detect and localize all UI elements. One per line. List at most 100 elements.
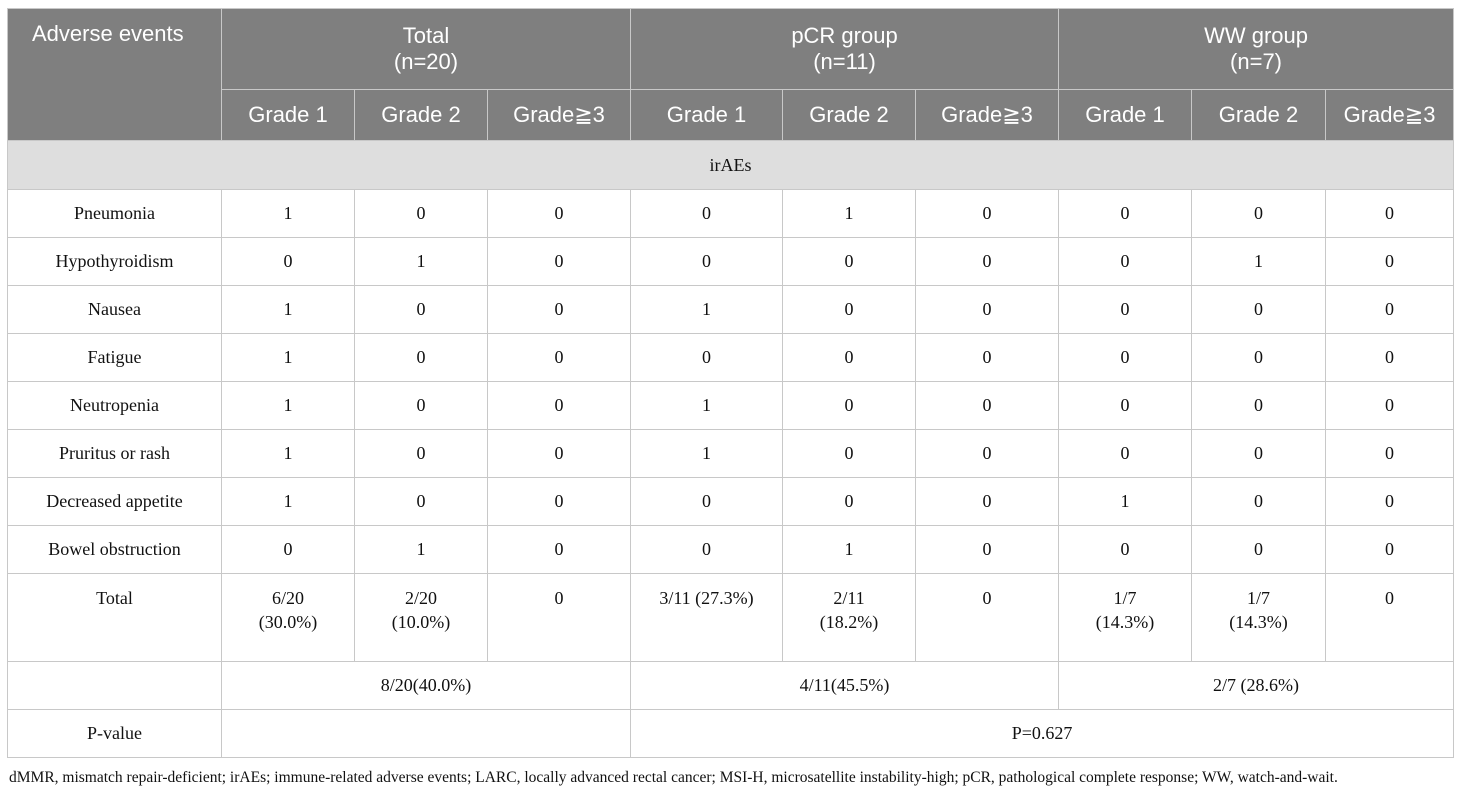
table-cell: 1 bbox=[221, 285, 355, 334]
table-cell: 0 bbox=[486, 333, 632, 382]
corner-header: Adverse events bbox=[7, 8, 222, 141]
table-cell: 1 bbox=[630, 429, 784, 478]
table-cell: 0 bbox=[1191, 429, 1327, 478]
table-cell: 0 bbox=[1191, 525, 1327, 574]
table-cell: 0 bbox=[915, 237, 1060, 286]
total-cell: 0 bbox=[486, 573, 632, 662]
table-row: Neutropenia 1 0 0 1 0 0 0 0 0 bbox=[7, 381, 1455, 430]
grade-header: Grade 2 bbox=[354, 89, 488, 141]
table-cell: 0 bbox=[915, 429, 1060, 478]
adverse-events-table: Adverse events Total (n=20) pCR group (n=1… bbox=[6, 8, 1455, 758]
pvalue-cell: P=0.627 bbox=[630, 709, 1455, 758]
table-cell: 1 bbox=[1191, 237, 1327, 286]
table-cell: 0 bbox=[915, 477, 1060, 526]
row-label: Bowel obstruction bbox=[7, 525, 222, 574]
row-label: Neutropenia bbox=[7, 381, 222, 430]
table-cell: 0 bbox=[486, 525, 632, 574]
table-cell: 1 bbox=[1058, 477, 1193, 526]
combined-total-cell: 2/7 (28.6%) bbox=[1058, 661, 1455, 710]
table-cell: 0 bbox=[782, 237, 917, 286]
table-cell: 0 bbox=[630, 333, 784, 382]
total-cell: 0 bbox=[1325, 573, 1455, 662]
table-cell: 0 bbox=[1058, 333, 1193, 382]
table-row: Decreased appetite 1 0 0 0 0 0 1 0 0 bbox=[7, 477, 1455, 526]
table-cell: 0 bbox=[1058, 429, 1193, 478]
table-row: Nausea 1 0 0 1 0 0 0 0 0 bbox=[7, 285, 1455, 334]
total-cell: 1/7 (14.3%) bbox=[1058, 573, 1193, 662]
row-label: Pruritus or rash bbox=[7, 429, 222, 478]
table-cell: 0 bbox=[221, 525, 355, 574]
table-cell: 0 bbox=[1325, 333, 1455, 382]
table-cell: 0 bbox=[782, 429, 917, 478]
table-cell: 0 bbox=[1191, 381, 1327, 430]
table-cell: 1 bbox=[782, 525, 917, 574]
table-row: Pruritus or rash 1 0 0 1 0 0 0 0 0 bbox=[7, 429, 1455, 478]
table-cell: 0 bbox=[1325, 285, 1455, 334]
table-cell: 1 bbox=[221, 477, 355, 526]
table-cell: 1 bbox=[354, 525, 488, 574]
grade-header: Grade 1 bbox=[630, 89, 784, 141]
table-cell: 0 bbox=[915, 189, 1060, 238]
table-cell: 0 bbox=[354, 381, 488, 430]
table-cell: 0 bbox=[354, 333, 488, 382]
table-cell: 0 bbox=[915, 333, 1060, 382]
pvalue-label: P-value bbox=[7, 709, 222, 758]
table-cell: 0 bbox=[1325, 381, 1455, 430]
table-cell: 0 bbox=[354, 189, 488, 238]
total-cell: 1/7 (14.3%) bbox=[1191, 573, 1327, 662]
total-cell: 6/20 (30.0%) bbox=[221, 573, 355, 662]
table-cell: 1 bbox=[221, 381, 355, 430]
table-cell: 0 bbox=[1325, 477, 1455, 526]
table-cell: 0 bbox=[915, 285, 1060, 334]
table-cell: 0 bbox=[1191, 333, 1327, 382]
table-row: Hypothyroidism 0 1 0 0 0 0 0 1 0 bbox=[7, 237, 1455, 286]
table-cell: 0 bbox=[1325, 189, 1455, 238]
table-cell: 1 bbox=[221, 429, 355, 478]
table-cell: 0 bbox=[1191, 477, 1327, 526]
grade-header: Grade≧3 bbox=[915, 89, 1060, 141]
table-cell: 0 bbox=[486, 381, 632, 430]
table-cell: 1 bbox=[630, 285, 784, 334]
group-header-pcr: pCR group (n=11) bbox=[630, 8, 1060, 90]
combined-total-cell: 4/11(45.5%) bbox=[630, 661, 1060, 710]
empty-cell bbox=[7, 661, 222, 710]
table-cell: 0 bbox=[354, 285, 488, 334]
table-cell: 0 bbox=[1325, 429, 1455, 478]
grade-header: Grade≧3 bbox=[1325, 89, 1455, 141]
table-cell: 0 bbox=[782, 477, 917, 526]
table-cell: 0 bbox=[354, 429, 488, 478]
table-cell: 0 bbox=[1058, 189, 1193, 238]
grade-header: Grade 1 bbox=[1058, 89, 1193, 141]
table-cell: 0 bbox=[1058, 525, 1193, 574]
table-cell: 0 bbox=[915, 525, 1060, 574]
table-cell: 0 bbox=[782, 285, 917, 334]
row-label: Decreased appetite bbox=[7, 477, 222, 526]
table-cell: 0 bbox=[1325, 237, 1455, 286]
row-label: Fatigue bbox=[7, 333, 222, 382]
table-cell: 1 bbox=[354, 237, 488, 286]
table-cell: 0 bbox=[782, 333, 917, 382]
table-cell: 0 bbox=[486, 237, 632, 286]
table-cell: 0 bbox=[1325, 525, 1455, 574]
total-cell: 2/20 (10.0%) bbox=[354, 573, 488, 662]
table-cell: 1 bbox=[221, 333, 355, 382]
table-cell: 0 bbox=[354, 477, 488, 526]
table-cell: 0 bbox=[630, 189, 784, 238]
table-cell: 0 bbox=[915, 381, 1060, 430]
combined-total-cell: 8/20(40.0%) bbox=[220, 661, 632, 710]
table-cell: 0 bbox=[1058, 285, 1193, 334]
table-cell: 0 bbox=[1191, 285, 1327, 334]
table-cell: 0 bbox=[1191, 189, 1327, 238]
table-row: Pneumonia 1 0 0 0 1 0 0 0 0 bbox=[7, 189, 1455, 238]
grade-header: Grade 2 bbox=[1191, 89, 1327, 141]
table-cell: 0 bbox=[630, 525, 784, 574]
group-header-total: Total (n=20) bbox=[220, 8, 632, 90]
table-cell: 0 bbox=[486, 429, 632, 478]
table-cell: 0 bbox=[630, 477, 784, 526]
table-cell: 1 bbox=[630, 381, 784, 430]
group-header-ww: WW group (n=7) bbox=[1058, 8, 1455, 90]
grade-header: Grade 2 bbox=[782, 89, 917, 141]
total-cell: 2/11 (18.2%) bbox=[782, 573, 917, 662]
grade-header: Grade≧3 bbox=[486, 89, 632, 141]
table-cell: 0 bbox=[782, 381, 917, 430]
